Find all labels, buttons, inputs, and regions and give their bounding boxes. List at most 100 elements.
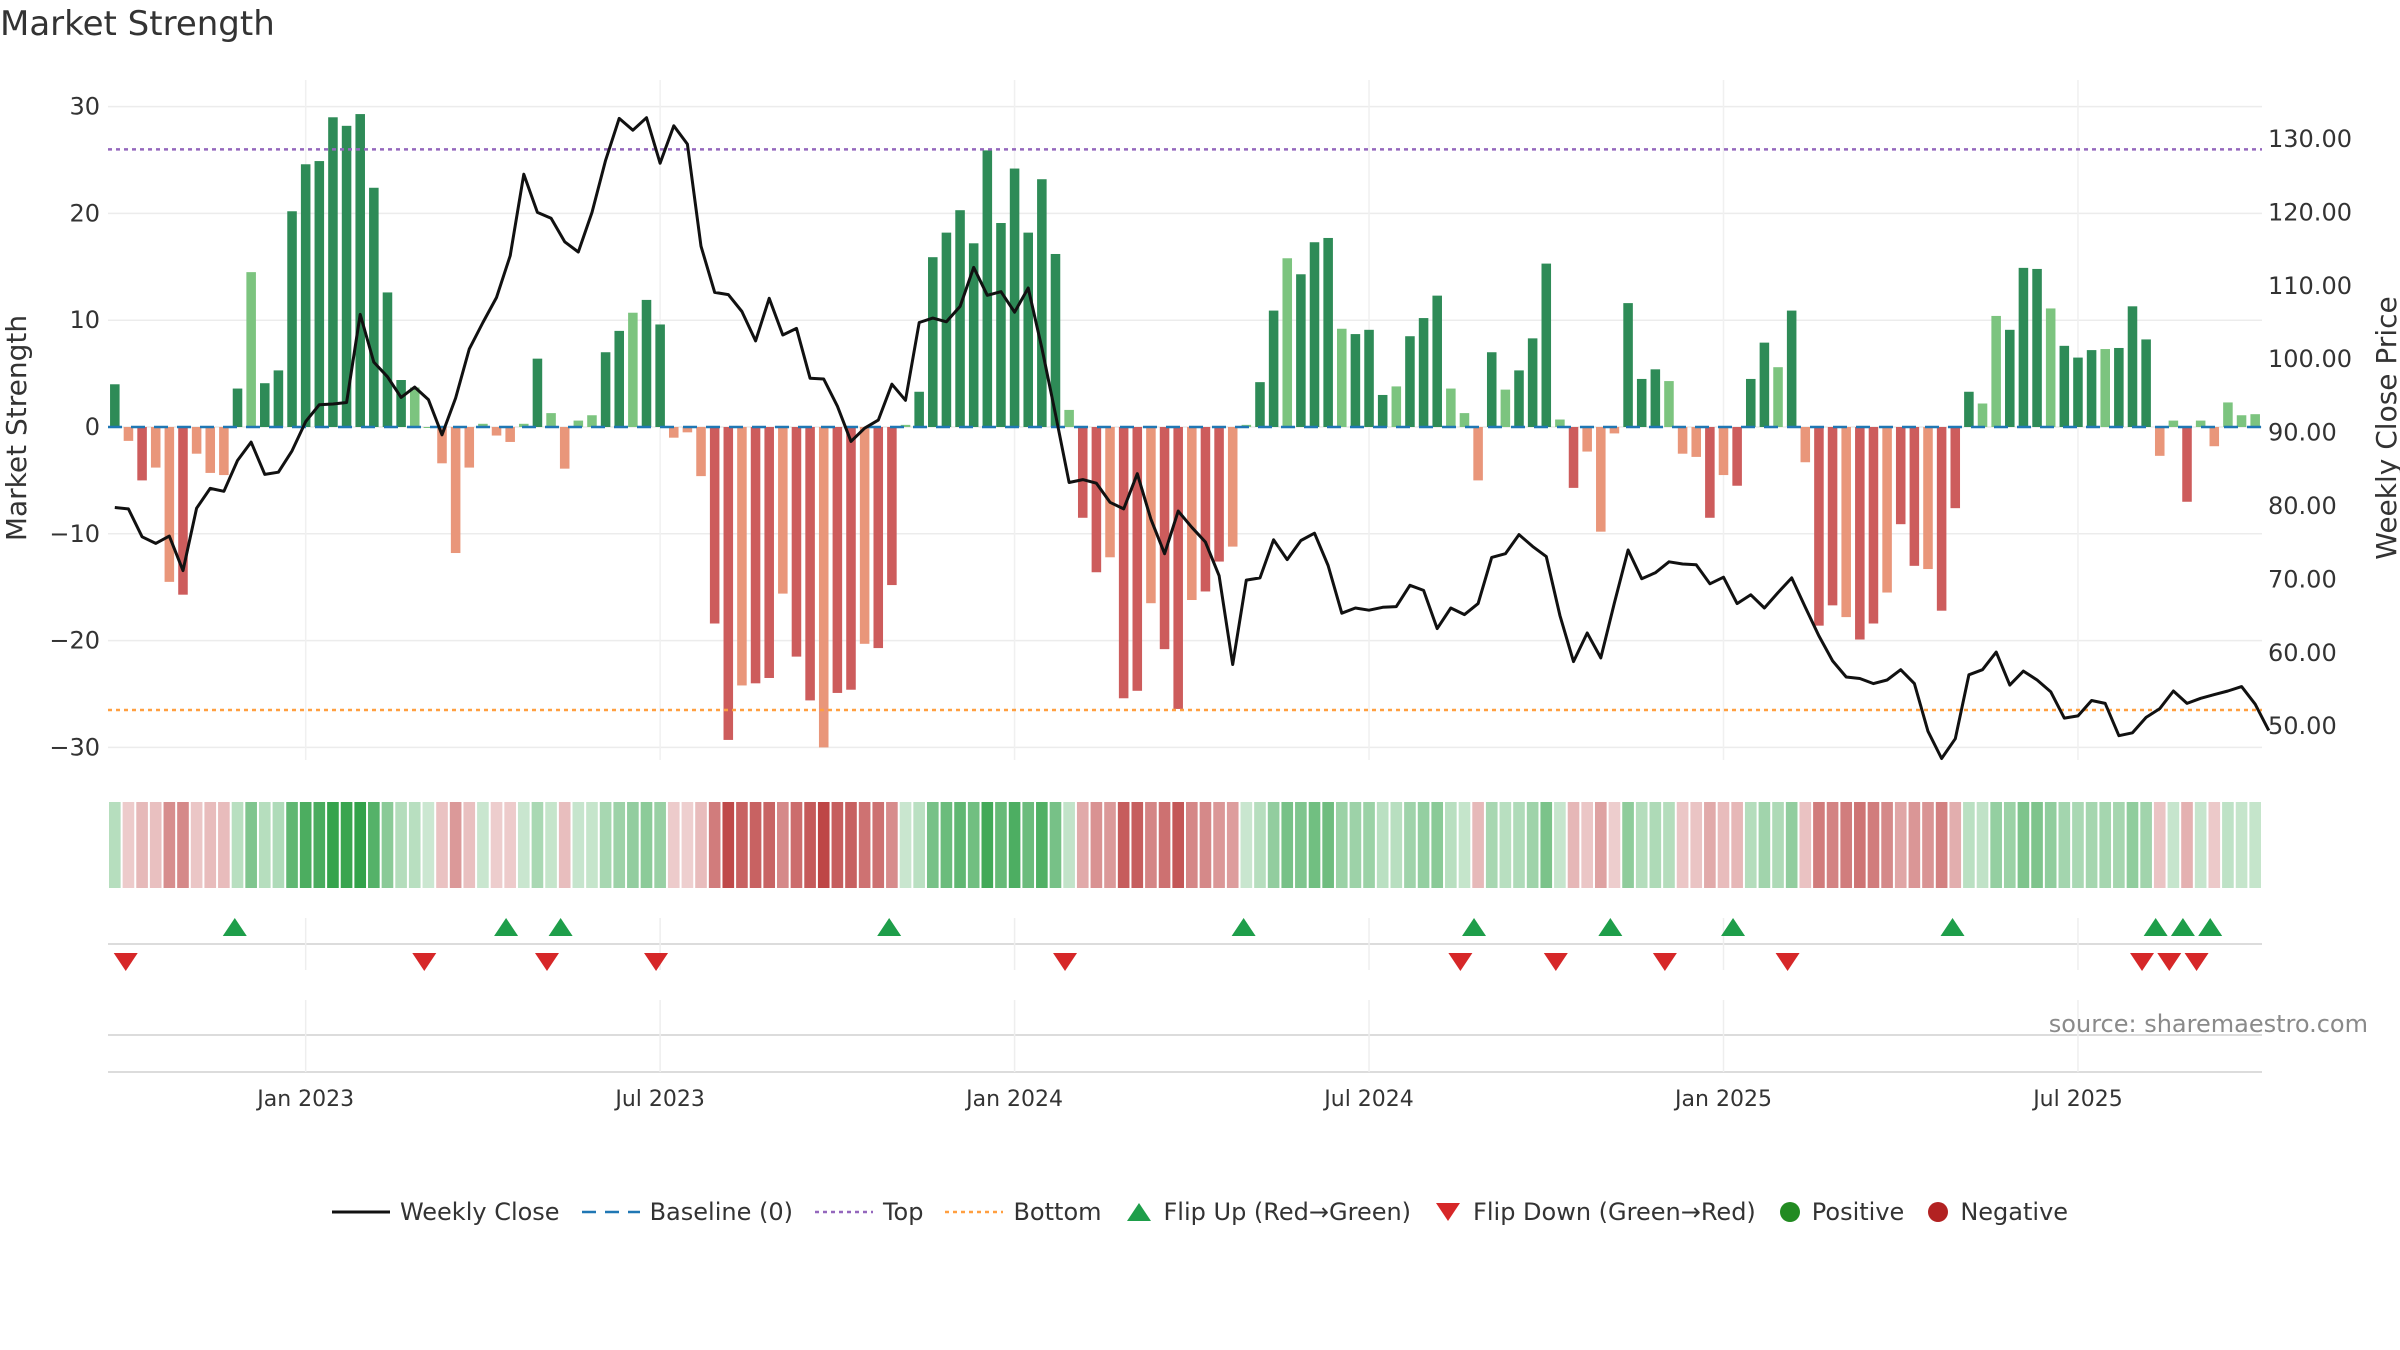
heat-strip-cell [1049, 802, 1062, 888]
heat-strip-cell [368, 802, 380, 888]
strength-bar [505, 427, 515, 442]
strength-bar [2141, 339, 2151, 427]
strength-bar [709, 427, 720, 624]
strength-bar [1786, 310, 1797, 427]
heat-strip-cell [2085, 802, 2098, 888]
flip-down-marker [1448, 953, 1473, 971]
strength-bar [1432, 295, 1442, 427]
strength-bar [655, 324, 665, 427]
heat-strip-cell [817, 802, 830, 888]
heat-strip-cell [2167, 802, 2180, 888]
heat-strip-cell [1458, 802, 1471, 888]
y-left-tick-label: −20 [49, 627, 100, 655]
heat-strip-cell [1117, 802, 1130, 888]
strength-bar [668, 427, 679, 438]
legend-flip-up-label: Flip Up (Red→Green) [1163, 1198, 1412, 1226]
strength-bar [369, 187, 379, 427]
y-left-tick-label: 10 [69, 306, 100, 334]
heat-strip-cell [586, 802, 598, 888]
chart-legend: Weekly Close Baseline (0) Top Bottom Fli… [0, 1198, 2400, 1226]
strength-bar [464, 427, 475, 468]
heat-strip-cell [2099, 802, 2112, 888]
strength-bar [750, 427, 761, 684]
heat-strip-cell [2072, 802, 2084, 888]
strength-bar [1964, 391, 1974, 427]
strength-bar [1814, 427, 1824, 626]
source-attribution: source: sharemaestro.com [2048, 1010, 2368, 1038]
heat-strip-cell [831, 802, 844, 888]
strength-bar [628, 312, 638, 427]
heat-strip-cell [218, 802, 230, 888]
heat-strip-cell [2126, 802, 2139, 888]
y-right-tick-label: 130.00 [2268, 125, 2352, 153]
heat-strip-cell [2194, 802, 2207, 888]
flip-up-marker [877, 918, 902, 936]
strength-bar [1282, 258, 1293, 427]
strength-bar [982, 150, 993, 427]
strength-bar [1459, 413, 1470, 427]
heat-strip-cell [1622, 802, 1634, 888]
legend-negative-label: Negative [1960, 1198, 2069, 1226]
heat-strip-cell [1963, 802, 1975, 888]
heat-strip-cell [1526, 802, 1539, 888]
weekly-close-line [114, 116, 2271, 760]
strength-bar [2045, 308, 2056, 427]
strength-bar [273, 370, 284, 427]
strength-bar [1173, 427, 1183, 709]
strength-bar [614, 330, 625, 427]
strength-bar [1555, 419, 1565, 427]
strength-bar [1514, 370, 1524, 427]
heat-strip-cell [1922, 802, 1934, 888]
flip-up-marker [2198, 918, 2223, 936]
legend-top: Top [814, 1198, 923, 1226]
heat-strip-cell [681, 802, 694, 888]
y-right-tick-label: 60.00 [2268, 639, 2337, 667]
heat-strip-cell [1090, 802, 1103, 888]
heat-strip-cell [109, 802, 121, 888]
legend-baseline-label: Baseline (0) [649, 1198, 793, 1226]
heat-strip-cell [1186, 802, 1198, 888]
strength-bar [1745, 378, 1756, 427]
heat-strip-cell [1390, 802, 1403, 888]
y-right-tick-label: 70.00 [2268, 565, 2337, 593]
heat-strip-cell [504, 802, 516, 888]
strength-bar [423, 427, 434, 428]
heat-strip-cell [1295, 802, 1307, 888]
strength-bar [232, 388, 243, 427]
x-tick-label: Jul 2024 [1322, 1087, 1414, 1112]
strength-bar [1705, 427, 1715, 518]
strength-bar [1568, 427, 1579, 488]
strength-bar [1337, 328, 1347, 427]
heat-strip-cell [545, 802, 557, 888]
strength-bar [1200, 427, 1211, 592]
legend-negative: Negative [1926, 1198, 2068, 1226]
heat-strip-cell [1554, 802, 1566, 888]
flip-down-marker [644, 953, 669, 971]
heat-strip-cell [1445, 802, 1457, 888]
flip-up-marker [222, 918, 247, 936]
heat-strip-cell [1158, 802, 1171, 888]
strength-bar [682, 427, 693, 433]
strength-bar [1473, 427, 1483, 481]
flip-down-marker [1053, 953, 1078, 971]
strength-bar [873, 427, 884, 649]
strength-bar [450, 427, 461, 554]
flip-up-marker [548, 918, 573, 936]
strength-bar [1296, 274, 1306, 427]
bottom-swatch-icon [945, 1210, 1004, 1214]
strength-bar [1609, 427, 1620, 434]
heat-strip-cell [299, 802, 312, 888]
flip-down-marker [1775, 953, 1800, 971]
heat-strip-cell [2222, 802, 2234, 888]
heat-strip-cell [1935, 802, 1948, 888]
strength-bar [968, 243, 979, 427]
heat-strip-cell [1254, 802, 1266, 888]
heat-strip-cell [177, 802, 189, 888]
strength-bar [1691, 427, 1702, 457]
chart-title: Market Strength [0, 4, 275, 44]
strength-bar [1909, 427, 1920, 566]
heat-strip-cell [1758, 802, 1771, 888]
heat-strip-cell [436, 802, 448, 888]
strength-bar [1009, 168, 1020, 427]
